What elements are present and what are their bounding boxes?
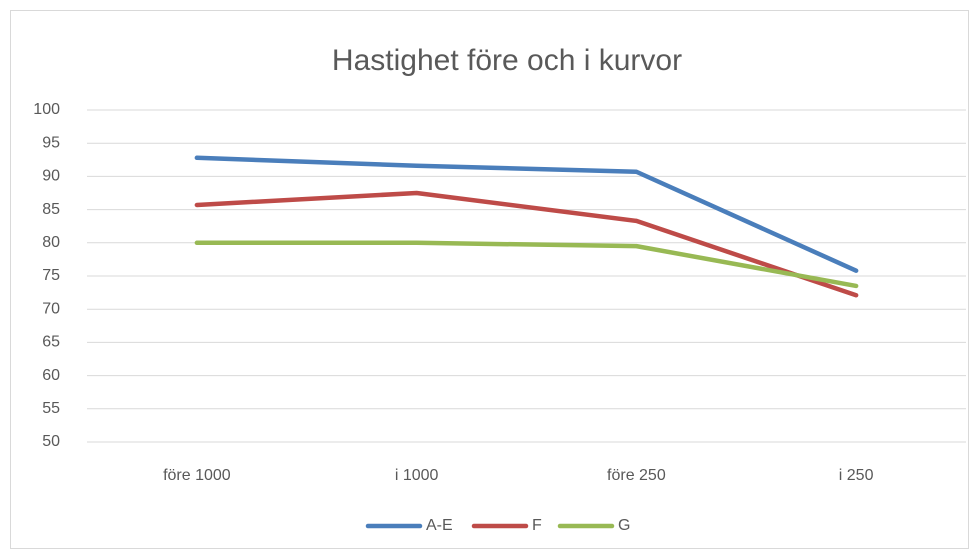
y-tick-label: 60 bbox=[42, 367, 60, 384]
x-tick-label: före 1000 bbox=[163, 467, 231, 484]
y-tick-label: 90 bbox=[42, 168, 60, 185]
legend-label: G bbox=[618, 517, 630, 534]
x-tick-label: i 250 bbox=[839, 467, 874, 484]
y-tick-label: 95 bbox=[42, 134, 60, 151]
chart-title: Hastighet före och i kurvor bbox=[332, 44, 682, 77]
y-tick-label: 100 bbox=[33, 101, 60, 118]
y-tick-label: 50 bbox=[42, 433, 60, 450]
line-series bbox=[194, 155, 859, 273]
y-tick-label: 65 bbox=[42, 334, 60, 351]
y-tick-label: 80 bbox=[42, 234, 60, 251]
y-tick-label: 75 bbox=[42, 267, 60, 284]
legend-label: A-E bbox=[426, 517, 453, 534]
y-tick-label: 55 bbox=[42, 400, 60, 417]
y-tick-label: 70 bbox=[42, 300, 60, 317]
y-tick-label: 85 bbox=[42, 201, 60, 218]
x-tick-label: före 250 bbox=[607, 467, 666, 484]
legend-label: F bbox=[532, 517, 542, 534]
line-series bbox=[194, 190, 859, 298]
x-tick-label: i 1000 bbox=[395, 467, 439, 484]
line-series bbox=[194, 240, 859, 289]
